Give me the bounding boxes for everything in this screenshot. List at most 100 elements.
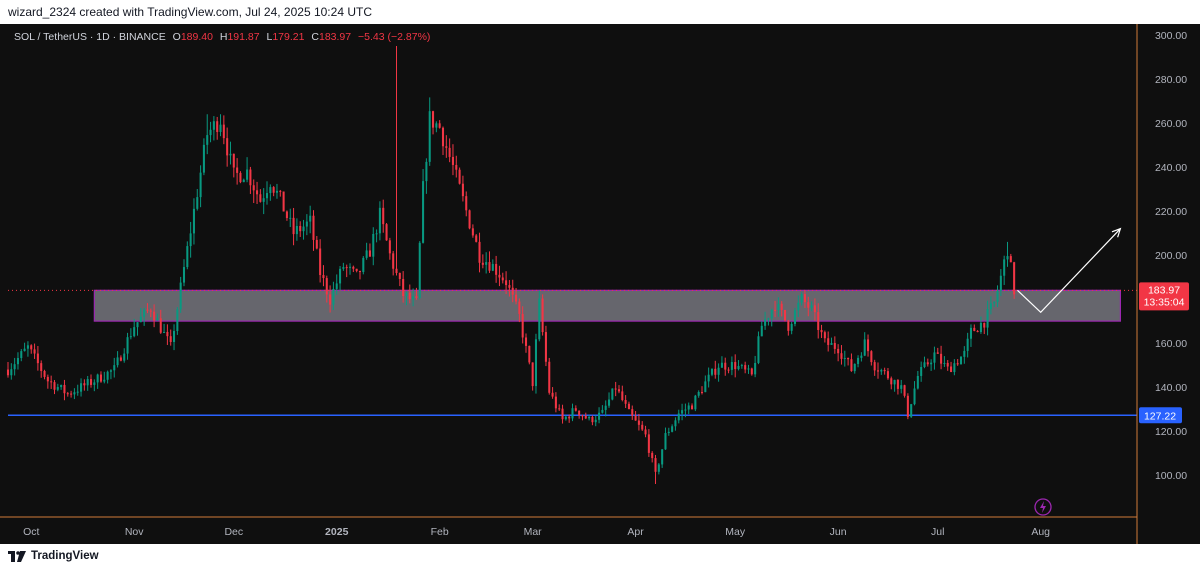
symbol-title[interactable]: SOL / TetherUS · 1D · BINANCE <box>14 31 166 43</box>
candle-body <box>50 381 53 383</box>
candle-body <box>26 345 29 349</box>
candle-body <box>953 363 956 373</box>
candle-body <box>385 224 388 241</box>
open-value: 189.40 <box>180 31 213 43</box>
candle-body <box>126 337 129 354</box>
candle-body <box>365 250 368 258</box>
candle-body <box>299 225 302 232</box>
candle-body <box>534 339 538 387</box>
candle-body <box>1003 259 1006 276</box>
candle-body <box>315 239 318 249</box>
candle-body <box>325 278 328 295</box>
candle-body <box>694 395 697 410</box>
candle-body <box>70 393 73 395</box>
candle-body <box>226 138 229 156</box>
candle-body <box>807 302 810 308</box>
candle-body <box>1009 256 1012 263</box>
y-tick-label: 120.00 <box>1155 426 1187 438</box>
candle-body <box>20 351 23 359</box>
candle-body <box>119 357 122 361</box>
x-tick-label: May <box>725 526 746 538</box>
chart-area[interactable]: 100.00120.00140.00160.00180.00200.00220.… <box>0 24 1200 544</box>
candle-body <box>780 303 783 310</box>
candle-body <box>239 172 242 183</box>
candle-body <box>86 379 89 386</box>
candle-body <box>1006 256 1009 260</box>
candle-body <box>36 353 39 364</box>
projection-path <box>1017 228 1121 314</box>
candle-body <box>312 215 315 240</box>
lightning-bolt-icon <box>1040 501 1046 513</box>
tradingview-logo[interactable]: TradingView <box>8 550 99 562</box>
support-price-badge <box>1139 407 1182 424</box>
candle-body <box>521 313 524 338</box>
candle-body <box>89 379 93 385</box>
candle-body <box>348 266 352 268</box>
candle-body <box>136 322 139 328</box>
candle-body <box>803 294 806 303</box>
candle-body <box>96 374 99 383</box>
candle-body <box>302 226 305 232</box>
candle-body <box>202 144 205 173</box>
x-tick-label: Mar <box>524 526 543 538</box>
y-tick-label: 100.00 <box>1155 470 1187 482</box>
candle-body <box>192 208 195 234</box>
candle-body <box>252 185 255 191</box>
candle-body <box>714 368 717 375</box>
candle-body <box>388 240 391 254</box>
candle-body <box>438 123 441 128</box>
candle-body <box>857 357 860 364</box>
candle-body <box>249 169 252 186</box>
candle-body <box>734 362 737 370</box>
candle-body <box>787 320 790 331</box>
candle-body <box>830 342 833 345</box>
candle-body <box>548 361 551 393</box>
candle-body <box>657 464 660 472</box>
candle-body <box>760 325 763 337</box>
candle-body <box>996 290 999 302</box>
candle-body <box>30 345 33 350</box>
candle-body <box>149 310 152 312</box>
candle-body <box>674 420 677 427</box>
candle-body <box>418 242 421 298</box>
candle-body <box>797 302 800 311</box>
candle-body <box>637 420 640 425</box>
candle-body <box>744 365 747 370</box>
candle-body <box>169 336 172 343</box>
candle-body <box>352 266 355 269</box>
candle-body <box>820 329 823 333</box>
candle-body <box>837 348 840 354</box>
candle-body <box>319 248 322 276</box>
candle-body <box>986 309 989 328</box>
candle-body <box>402 278 405 297</box>
candle-body <box>398 272 401 279</box>
candle-body <box>179 282 182 310</box>
candle-body <box>724 362 727 370</box>
candle-body <box>883 369 886 372</box>
candle-body <box>654 458 657 472</box>
candle-body <box>458 169 461 184</box>
candle-body <box>956 363 959 365</box>
candle-body <box>265 193 269 199</box>
candle-body <box>850 359 853 372</box>
candle-body <box>777 303 780 311</box>
candle-body <box>754 362 757 375</box>
candle-body <box>783 309 787 321</box>
candle-body <box>860 355 863 358</box>
candle-body <box>790 323 793 331</box>
last-price-label: 183.97 <box>1148 284 1180 296</box>
candle-body <box>700 391 704 393</box>
candle-body <box>524 337 528 346</box>
candle-body <box>159 318 162 333</box>
candle-body <box>833 342 836 349</box>
x-tick-label: Apr <box>627 526 644 538</box>
candle-body <box>946 362 949 367</box>
candlestick-chart[interactable]: 100.00120.00140.00160.00180.00200.00220.… <box>0 24 1200 544</box>
candle-body <box>747 368 750 370</box>
candle-body <box>840 353 843 359</box>
candle-body <box>933 352 936 363</box>
candle-body <box>232 153 235 168</box>
candle-body <box>966 338 969 351</box>
candle-body <box>574 408 577 411</box>
candle-body <box>176 309 179 331</box>
